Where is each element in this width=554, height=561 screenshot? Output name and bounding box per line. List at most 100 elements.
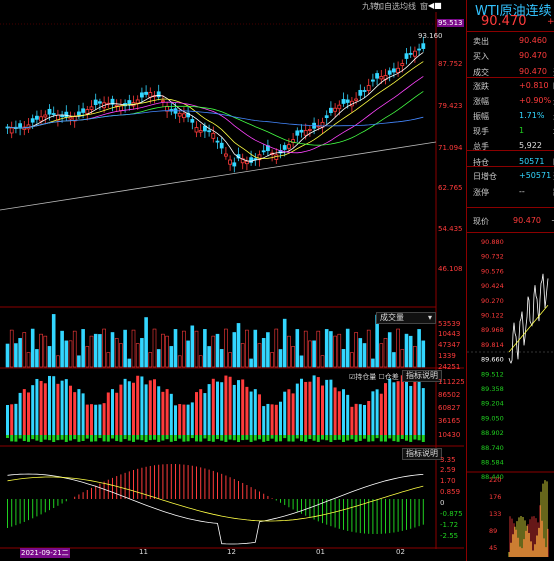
volume-bar [270,352,274,368]
oi-diff-bar [165,435,169,440]
open-interest-bar [39,380,43,435]
ma20-line [7,76,424,154]
date-label: 11 [139,548,148,556]
indicator-explain-button[interactable]: 指标说明 [402,370,442,382]
candle-body [211,132,216,139]
volume-bar [371,358,375,368]
open-interest-bar [10,404,14,435]
open-interest-bar [232,384,236,435]
close-panel-icon[interactable]: ◀■ [428,1,442,10]
candle-body [370,79,375,82]
oi-diff-bar [287,435,291,442]
volume-tick: 1339 [438,352,456,360]
quote-row: 涨跌+0.810昨收 [471,81,554,94]
oi-diff-bar [195,435,198,442]
volume-bar [316,330,321,368]
price-tick: 62.765 [438,184,463,192]
open-interest-bar [165,389,169,435]
open-interest-bar [375,389,379,435]
mini-price-tick: 89.050 [481,414,504,422]
instrument-title[interactable]: WTI原油连续 [475,4,552,19]
quote-row-label: 卖出 [473,37,489,46]
open-interest-bar [115,392,119,435]
last-price: 90.470 [481,14,527,29]
volume-bar [173,329,178,368]
date-label: 01 [316,548,325,556]
volume-bar [123,329,127,368]
quote-row-value: 1.71% [519,111,545,120]
quote-row-value: +0.810 [519,81,549,90]
open-interest-bar [69,385,72,435]
oi-diff-bar [216,435,219,440]
divider [467,150,554,151]
oi-diff-bar [98,435,102,439]
volume-bar [182,330,186,368]
open-interest-bar [325,379,329,435]
candle-body [219,142,224,149]
candle-body [77,111,81,116]
quote-row: 持仓50571昨结 [471,157,554,170]
add-favorite-button[interactable]: 加自选 [376,2,400,11]
oi-diff-bar [283,435,287,439]
oi-diff-bar [321,435,324,440]
main-chart-area[interactable]: 95.513 87.752 79.423 71.094 62.765 54.43… [0,12,465,561]
oi-diff-bar [6,435,9,438]
candle-body [223,153,228,157]
kline-chart[interactable] [0,12,464,561]
open-interest-bar [316,377,320,435]
candle-body [207,130,212,133]
intraday-mini-chart[interactable]: 90.880 90.732 90.576 90.424 90.270 90.122 89.9… [467,232,554,561]
open-interest-bar [245,386,249,435]
candle-body [198,130,203,133]
volume-indicator-button[interactable]: 成交量 ▾ [376,312,436,324]
candle-body [337,104,342,110]
oi-diff-bar [182,435,186,442]
candle-body [194,127,199,133]
nine-turn-button[interactable]: 九转 [362,2,378,11]
oi-diff-bar [396,435,400,442]
moving-average-button[interactable]: 均线 [400,2,416,11]
candle-body [341,99,346,104]
volume-bar [329,331,333,368]
candle-body [286,144,291,149]
volume-bar [408,335,413,368]
candle-body [303,129,308,136]
candle-body [379,76,384,80]
open-interest-bar [350,406,354,435]
candle-body [64,111,69,118]
volume-bar [72,330,77,368]
open-interest-bar [169,393,173,435]
price-tick: 87.752 [438,60,463,68]
hold-checkbox[interactable]: ☑持仓量 ☐仓差 [349,373,399,381]
volume-bar [308,340,312,368]
volume-bar [152,328,157,368]
volume-bar [295,329,300,368]
volume-bar [165,335,169,368]
open-interest-bar [186,404,190,435]
open-interest-bar [148,380,152,435]
oi-diff-bar [304,435,308,442]
macd-tick: 2.59 [440,466,456,474]
oi-diff-bar [379,435,383,442]
chart-toolbar: 九转 加自选 均线 窗 ◀■ [0,0,442,12]
open-interest-bar [354,403,358,435]
oi-diff-bar [337,435,341,440]
open-interest-bar [18,392,22,435]
window-button[interactable]: 窗 [420,2,428,11]
candle-body [333,107,338,112]
volume-bar [198,355,203,368]
open-interest-bar [140,376,144,435]
candle-body [68,116,73,120]
mini-price-tick: 88.584 [481,459,504,467]
price-tick: 71.094 [438,144,463,152]
oi-diff-bar [10,435,14,442]
volume-bar [56,355,60,368]
oi-diff-bar [342,435,345,442]
volume-bar [64,340,69,368]
quote-row-label: 总手 [473,142,489,151]
oi-diff-bar [274,435,278,442]
volume-bar [106,352,111,368]
open-interest-bar [421,388,425,435]
indicator-explain-button[interactable]: 指标说明 [402,448,442,460]
open-interest-bar [199,389,203,435]
